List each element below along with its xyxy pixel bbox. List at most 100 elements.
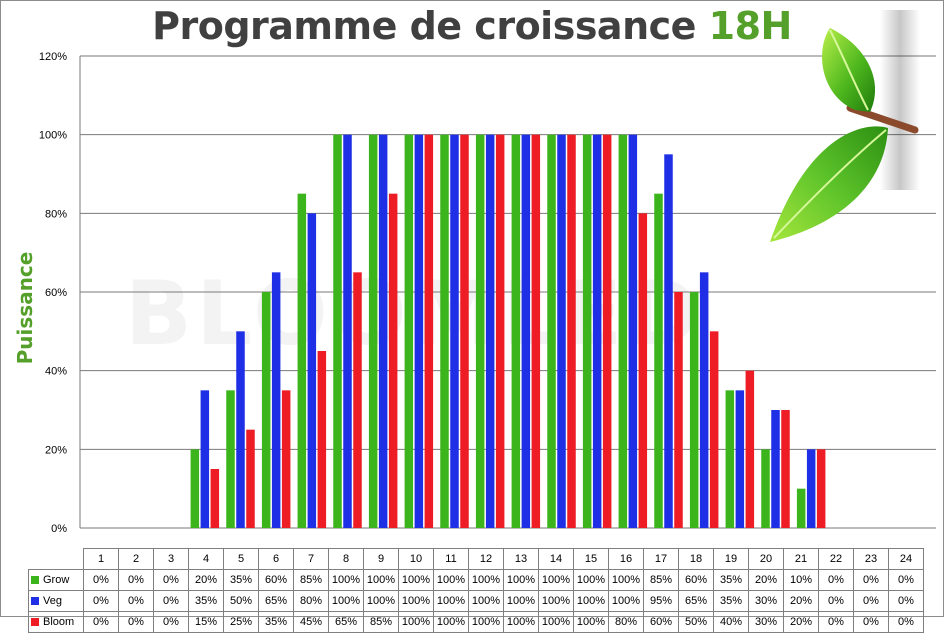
table-row: Veg 0% 0% 0% 35% 50% 65% 80% 100% 100% 100% 100% 100… [28,590,924,612]
data-label: 30% [748,611,784,633]
data-label: 0% [888,611,924,633]
data-label: 35% [258,611,294,633]
y-tick-label: 40% [45,366,67,378]
x-tick-label: 22 [818,548,854,570]
data-label: 0% [118,569,154,591]
bar-bloom [246,429,255,528]
legend-entry: Grow [28,569,84,591]
bar-veg [236,331,245,528]
data-label: 100% [468,569,504,591]
y-tick-label: 0% [51,523,67,535]
x-tick-label: 24 [888,548,924,570]
x-tick-label: 4 [188,548,224,570]
data-label: 0% [818,569,854,591]
bar-grow [547,134,556,528]
bar-veg [485,134,495,528]
data-label: 100% [398,569,434,591]
data-label: 20% [188,569,224,591]
x-tick-label: 17 [643,548,679,570]
x-tick-label: 13 [503,548,539,570]
bar-bloom [602,134,612,528]
legend-label: Grow [43,574,70,586]
bar-bloom [531,134,541,528]
chart-title-highlight: 18H [708,4,793,48]
bar-veg [592,134,602,528]
data-label: 0% [83,611,119,633]
data-label: 100% [608,569,644,591]
data-label: 0% [818,590,854,612]
bar-veg [699,272,709,528]
data-label: 100% [573,569,609,591]
data-label: 80% [293,590,329,612]
x-tick-label: 5 [223,548,259,570]
legend-swatch [31,618,39,627]
x-tick-label: 21 [783,548,819,570]
bar-grow [226,390,235,528]
bar-grow [582,134,592,528]
bar-veg [771,410,780,528]
data-label: 0% [888,569,924,591]
x-tick-label: 11 [433,548,469,570]
data-label: 0% [853,569,889,591]
data-label: 100% [433,590,469,612]
data-label: 100% [468,590,504,612]
bar-grow [261,292,271,528]
data-label: 35% [223,569,259,591]
data-label: 0% [853,590,889,612]
data-label: 0% [118,590,154,612]
data-label: 65% [678,590,714,612]
data-label: 85% [363,611,399,633]
data-label: 0% [818,611,854,633]
data-label: 35% [713,569,749,591]
data-label: 0% [83,569,119,591]
data-label: 20% [748,569,784,591]
data-label: 60% [678,569,714,591]
legend-swatch [31,576,39,585]
y-tick-label: 100% [39,130,67,142]
x-tick-label: 15 [573,548,609,570]
data-label: 30% [748,590,784,612]
data-label: 100% [468,611,504,633]
bar-grow [618,134,628,528]
x-tick-label: 3 [153,548,189,570]
data-label: 40% [713,611,749,633]
table-corner [29,549,84,570]
bar-veg [450,134,459,528]
bar-grow [297,193,307,528]
data-label: 100% [398,590,434,612]
legend-entry: Bloom [28,611,84,633]
legend-entry: Veg [28,590,84,612]
bar-veg [806,449,816,528]
data-label: 80% [608,611,644,633]
x-tick-label: 10 [398,548,434,570]
data-label: 65% [258,590,294,612]
data-label: 0% [888,590,924,612]
data-label: 100% [433,611,469,633]
chart-plot: 0% 20% 40% 60% 80% 100% 120% [39,51,936,535]
x-tick-label: 9 [363,548,399,570]
x-tick-label: 20 [748,548,784,570]
legend-label: Veg [43,595,62,607]
bar-bloom [674,292,683,528]
data-label: 20% [783,611,819,633]
bar-bloom [353,272,362,528]
data-table: 1 2 3 4 5 6 7 8 9 10 11 12 13 14 15 16 17 18 19 20 21 22 23 24 G… [28,548,924,633]
data-label: 95% [643,590,679,612]
data-label: 100% [398,611,434,633]
bar-grow [761,449,770,528]
bar-veg [378,134,388,528]
x-tick-label: 14 [538,548,574,570]
data-label: 100% [503,590,539,612]
x-tick-label: 6 [258,548,294,570]
bar-bloom [495,134,505,528]
x-tick-label: 16 [608,548,644,570]
bar-veg [343,134,352,528]
data-label: 100% [433,569,469,591]
data-label: 100% [503,611,539,633]
data-label: 100% [573,611,609,633]
x-tick-label: 18 [678,548,714,570]
bar-veg [557,134,566,528]
bar-grow [368,134,378,528]
bar-veg [271,272,281,528]
data-label: 0% [153,590,189,612]
